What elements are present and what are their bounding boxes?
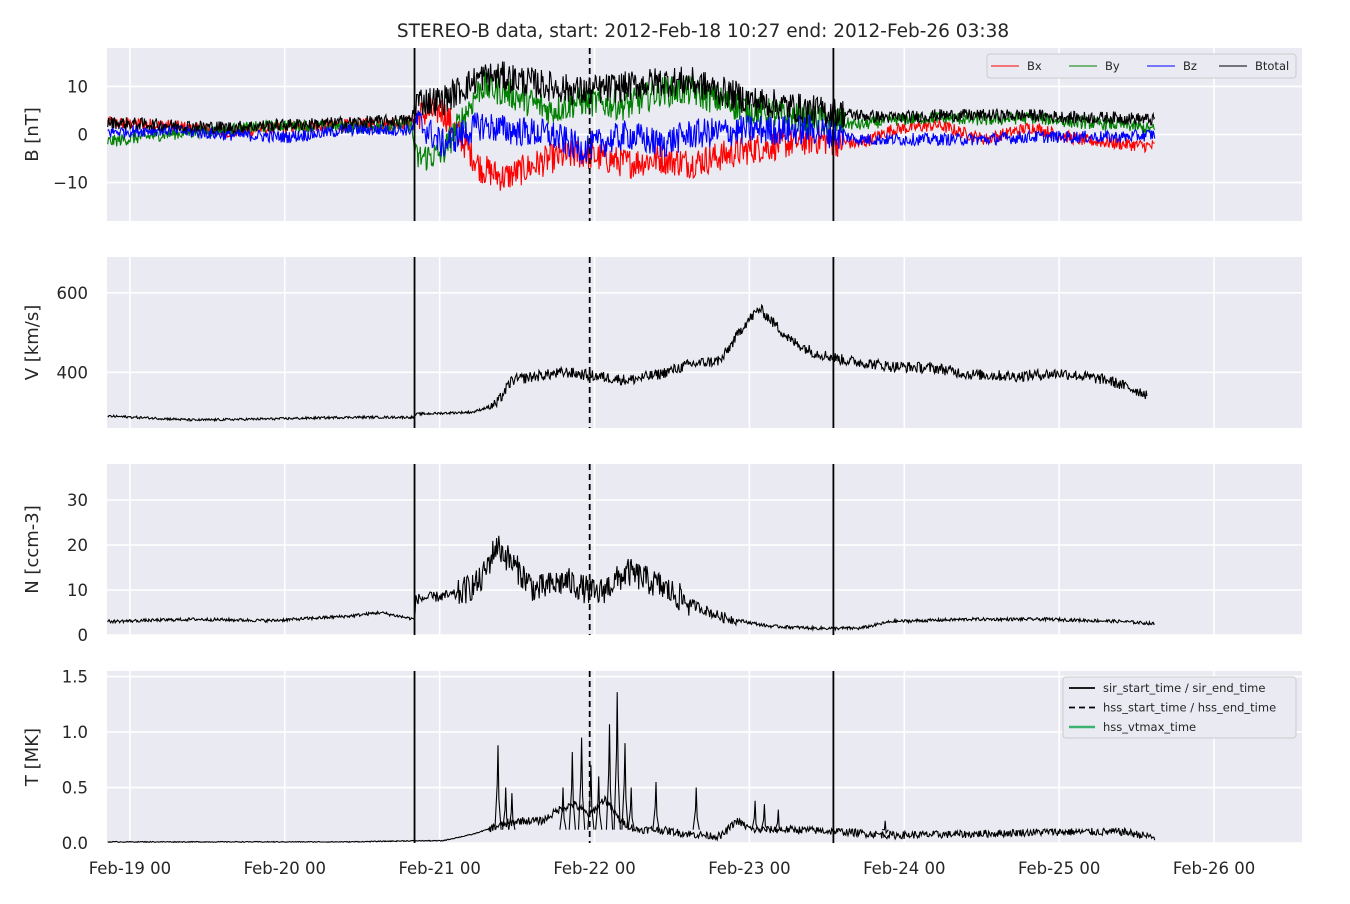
panel-background — [107, 464, 1302, 635]
legend-label: hss_vtmax_time — [1103, 720, 1196, 734]
legend-label-Btotal: Btotal — [1255, 59, 1289, 73]
x-tick-label: Feb-19 00 — [89, 859, 171, 878]
y-tick-label: 0.0 — [62, 834, 88, 853]
series-line-N — [107, 535, 1155, 632]
y-tick-label: 0.5 — [62, 779, 88, 798]
temperature-spike — [774, 809, 782, 831]
temperature-spike — [502, 787, 510, 830]
panel-background — [107, 257, 1302, 428]
y-tick-label: 1.0 — [62, 723, 88, 742]
panel-data — [107, 61, 1156, 191]
series-line-Btotal — [107, 61, 1156, 135]
x-tick-label: Feb-24 00 — [863, 859, 945, 878]
y-tick-label: 10 — [67, 581, 88, 600]
x-tick-label: Feb-21 00 — [398, 859, 480, 878]
y-axis-label: N [ccm-3] — [22, 505, 43, 594]
temperature-spike — [751, 800, 759, 830]
y-tick-label: 400 — [57, 363, 89, 382]
temperature-spike — [605, 724, 614, 830]
panel-data — [107, 303, 1148, 423]
temperature-spike — [559, 787, 567, 830]
panel-speed: 400 600 V [km/s] — [22, 257, 1302, 428]
x-tick-label: Feb-23 00 — [708, 859, 790, 878]
temperature-spike — [508, 793, 516, 830]
y-tick-label: 600 — [57, 284, 89, 303]
y-tick-label: 10 — [67, 77, 88, 96]
temperature-spike — [568, 751, 576, 830]
legend-box — [986, 53, 1297, 79]
y-axis-label: V [km/s] — [22, 305, 43, 380]
legend-box — [1062, 676, 1297, 739]
panel-temperature: 0.0 0.5 1.0 1.5 T [MK] sir_start_time / sir_e… — [22, 668, 1302, 878]
temperature-spike — [882, 820, 889, 835]
legend-magnetic-field: Bx By Bz Btotal — [986, 53, 1297, 79]
series-line-T — [107, 794, 1156, 843]
legend-label: sir_start_time / sir_end_time — [1103, 681, 1265, 695]
temperature-spike — [595, 776, 603, 830]
y-tick-label: 30 — [67, 491, 88, 510]
legend-label-Bz: Bz — [1183, 59, 1197, 73]
x-tick-label: Feb-25 00 — [1018, 859, 1100, 878]
temperature-spike — [692, 787, 700, 830]
panel-density: 0 10 20 30 N [ccm-3] — [22, 464, 1302, 645]
x-tick-label: Feb-20 00 — [244, 859, 326, 878]
temperature-spike — [621, 743, 629, 830]
temperature-spike — [494, 745, 502, 830]
temperature-spike — [652, 781, 660, 830]
series-line-By — [107, 72, 1156, 171]
legend-label-Bx: Bx — [1027, 59, 1042, 73]
temperature-spike — [760, 804, 768, 830]
temperature-spike — [577, 737, 586, 830]
x-tick-label: Feb-22 00 — [553, 859, 635, 878]
panel-magnetic-field: −10 0 10 B [nT] Bx By Bz Btotal — [22, 48, 1302, 221]
legend-events: sir_start_time / sir_end_time hss_start_t… — [1062, 676, 1297, 739]
legend-label-By: By — [1105, 59, 1120, 73]
series-line-V — [107, 303, 1148, 423]
y-tick-label: 20 — [67, 536, 88, 555]
y-axis-label: T [MK] — [22, 728, 43, 787]
x-tick-label: Feb-26 00 — [1173, 859, 1255, 878]
temperature-spike — [587, 765, 595, 830]
panel-data — [107, 692, 1156, 843]
legend-label: hss_start_time / hss_end_time — [1103, 701, 1276, 715]
y-tick-label: 1.5 — [62, 668, 88, 687]
series-line-Bz — [107, 110, 1156, 165]
figure-title: STEREO-B data, start: 2012-Feb-18 10:27 … — [397, 21, 1009, 42]
y-tick-label: 0 — [78, 626, 89, 645]
temperature-spike — [627, 787, 635, 830]
y-axis-label: B [nT] — [22, 107, 43, 162]
y-tick-label: 0 — [78, 126, 89, 145]
panel-data — [107, 535, 1155, 632]
y-tick-label: −10 — [53, 174, 88, 193]
temperature-spike — [613, 692, 621, 830]
